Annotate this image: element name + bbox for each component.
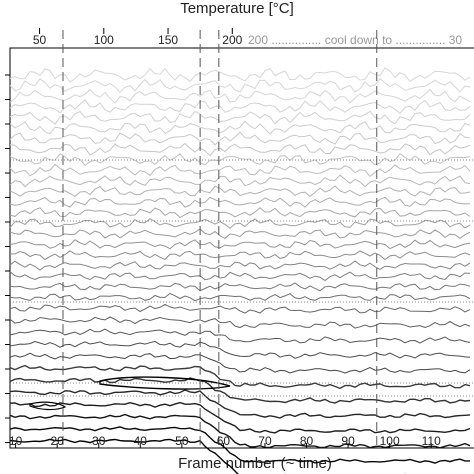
contour-line [9, 303, 471, 314]
contour-line [9, 88, 471, 104]
contour-line [9, 239, 471, 250]
contour-line [9, 196, 471, 208]
contour-line [9, 282, 471, 292]
x-tick-label: 10 [9, 434, 23, 448]
contour-line [9, 377, 471, 404]
contour-line [9, 67, 471, 83]
contour-line [9, 250, 471, 261]
contour-line [9, 217, 471, 229]
x-tick-label: 110 [422, 434, 441, 448]
contour-line [9, 163, 471, 178]
contour-loop [29, 401, 67, 411]
contour-line [9, 271, 471, 282]
contour-line [9, 142, 471, 157]
contour-line [9, 110, 471, 125]
contour-line [9, 352, 471, 374]
contour-line [9, 401, 471, 434]
contour-line [9, 340, 471, 359]
x-tick-label: 80 [300, 434, 314, 448]
contour-line [9, 389, 471, 419]
contour-loop [99, 376, 231, 390]
contour-line [9, 131, 471, 146]
contour-line [9, 152, 471, 166]
x-tick-label: 30 [92, 434, 106, 448]
contour-line [9, 98, 471, 114]
x-axis-title: Frame number (~ time) [178, 455, 332, 472]
contour-line [9, 174, 471, 188]
x-tick-label: 20 [50, 434, 64, 448]
x2-tick-label: 100 [94, 33, 114, 47]
x-tick-label: 70 [258, 434, 272, 448]
chart-title: Temperature [°C] [180, 0, 294, 17]
contour-line [9, 260, 471, 271]
x-tick-label: 60 [217, 434, 231, 448]
contour-line [9, 228, 471, 240]
contour-line [9, 438, 406, 474]
x-tick-label: 100 [380, 434, 400, 448]
contour-line [9, 120, 471, 135]
top-annotation: 200 ............... cool down to .......… [248, 33, 462, 47]
x-tick-label: 90 [341, 434, 355, 448]
contour-line [9, 328, 471, 344]
contour-line [9, 413, 471, 449]
contour-line [9, 316, 471, 329]
contour-line [9, 207, 471, 219]
x2-tick-label: 200 [222, 33, 242, 47]
x-tick-label: 40 [134, 434, 148, 448]
contour-line [9, 185, 471, 198]
plot-frame [9, 47, 474, 449]
contour-line [9, 292, 471, 302]
contour-line [9, 426, 470, 464]
contour-line [9, 364, 471, 390]
x2-tick-label: 150 [158, 33, 178, 47]
x-tick-label: 50 [175, 434, 189, 448]
contour-line [9, 77, 471, 94]
x2-tick-label: 50 [33, 33, 47, 47]
